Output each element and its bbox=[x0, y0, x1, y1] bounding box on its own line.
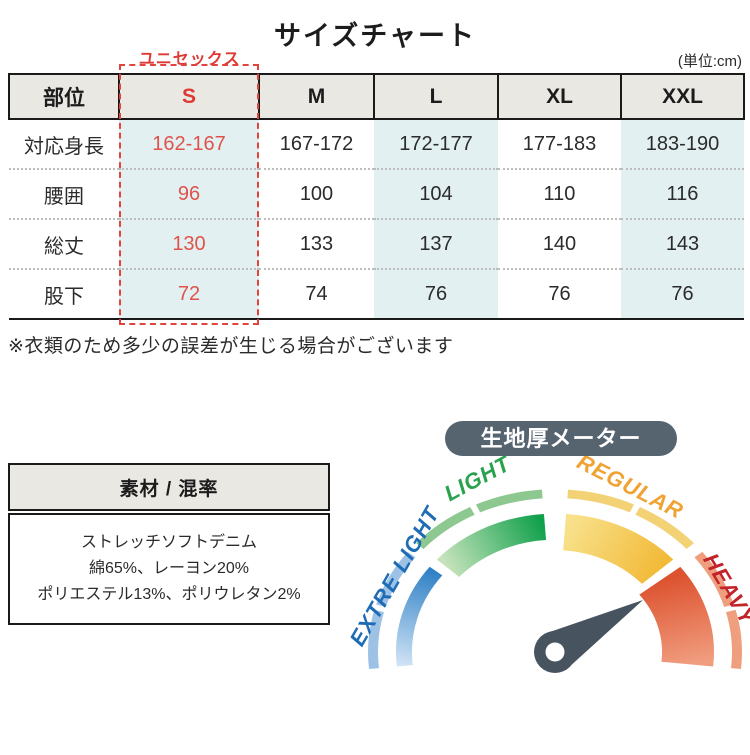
segment-light bbox=[436, 513, 547, 578]
page-title: サイズチャート bbox=[274, 21, 476, 51]
column-header-part: 部位 bbox=[8, 73, 120, 120]
cell-length-m: 133 bbox=[259, 218, 374, 269]
unisex-label: ユニセックス bbox=[138, 51, 241, 68]
cell-waist-xl: 110 bbox=[498, 168, 621, 219]
table-note: ※衣類のため多少の誤差が生じる場合がございます bbox=[8, 336, 454, 357]
cell-height-s: 162-167 bbox=[119, 119, 259, 169]
column-header-xl: XL bbox=[497, 73, 622, 120]
cell-length-xxl: 143 bbox=[621, 218, 744, 269]
table-row: 総丈 130 133 137 140 143 bbox=[9, 218, 744, 269]
meter-title: 生地厚メーター bbox=[480, 426, 641, 451]
column-header-s: S bbox=[118, 73, 260, 120]
column-header-xxl: XXL bbox=[620, 73, 745, 120]
cell-height-l: 172-177 bbox=[374, 119, 498, 169]
cell-height-xxl: 183-190 bbox=[621, 119, 744, 169]
gauge-outer-ring bbox=[368, 489, 742, 669]
segment-extre-light bbox=[396, 566, 443, 667]
column-header-m: M bbox=[258, 73, 375, 120]
cell-waist-l: 104 bbox=[374, 168, 498, 219]
unit-label: (単位:cm) bbox=[677, 53, 742, 70]
material-line: ストレッチソフトデニム bbox=[80, 534, 257, 551]
fabric-thickness-meter: EXTRE LIGHT LIGHT REGULAR HEAVY 生地厚メーター bbox=[345, 415, 750, 750]
cell-inseam-xl: 76 bbox=[498, 268, 621, 320]
row-label-inseam: 股下 bbox=[9, 268, 119, 320]
cell-height-m: 167-172 bbox=[279, 132, 354, 155]
cell-length-s: 130 bbox=[119, 218, 259, 269]
cell-height-xl: 177-183 bbox=[522, 132, 597, 155]
size-chart-table: 部位 S M L XL XXL 対応身長 162-167 167-172 172… bbox=[8, 73, 745, 320]
row-label-total-length: 総丈 bbox=[9, 218, 119, 269]
cell-length-xl: 140 bbox=[498, 218, 621, 269]
meter-title-pill bbox=[445, 421, 677, 456]
material-box-header: 素材 / 混率 bbox=[8, 463, 330, 511]
segment-regular bbox=[562, 513, 674, 585]
cell-inseam-m: 74 bbox=[259, 268, 374, 320]
table-row: 対応身長 162-167 167-172 172-177 177-183 183… bbox=[9, 119, 744, 169]
table-row: 股下 72 74 76 76 76 bbox=[9, 268, 744, 320]
cell-waist-m: 100 bbox=[259, 168, 374, 219]
column-header-l: L bbox=[373, 73, 499, 120]
material-line: ポリエステル13%、ポリウレタン2% bbox=[37, 586, 301, 603]
cell-waist-s: 96 bbox=[119, 168, 259, 219]
material-box-body: ストレッチソフトデニム 綿65%、レーヨン20% ポリエステル13%、ポリウレタ… bbox=[8, 513, 330, 625]
gauge-icon: EXTRE LIGHT LIGHT REGULAR HEAVY 生地厚メーター bbox=[345, 421, 750, 673]
material-box: 素材 / 混率 ストレッチソフトデニム 綿65%、レーヨン20% ポリエステル1… bbox=[8, 463, 330, 625]
cell-waist-xxl: 116 bbox=[621, 168, 744, 219]
cell-inseam-l: 76 bbox=[374, 268, 498, 320]
segment-heavy bbox=[638, 566, 714, 667]
cell-inseam-xxl: 76 bbox=[621, 268, 744, 320]
meter-needle-icon bbox=[534, 600, 643, 673]
table-row: 腰囲 96 100 104 110 116 bbox=[9, 168, 744, 219]
table-header-row: 部位 S M L XL XXL bbox=[8, 73, 745, 120]
label-regular: REGULAR bbox=[573, 449, 688, 524]
row-label-height: 対応身長 bbox=[24, 135, 104, 158]
gauge-arcs bbox=[368, 489, 742, 669]
cell-inseam-s: 72 bbox=[119, 268, 259, 320]
cell-length-l: 137 bbox=[374, 218, 498, 269]
material-line: 綿65%、レーヨン20% bbox=[88, 560, 250, 577]
row-label-waist: 腰囲 bbox=[9, 168, 119, 219]
